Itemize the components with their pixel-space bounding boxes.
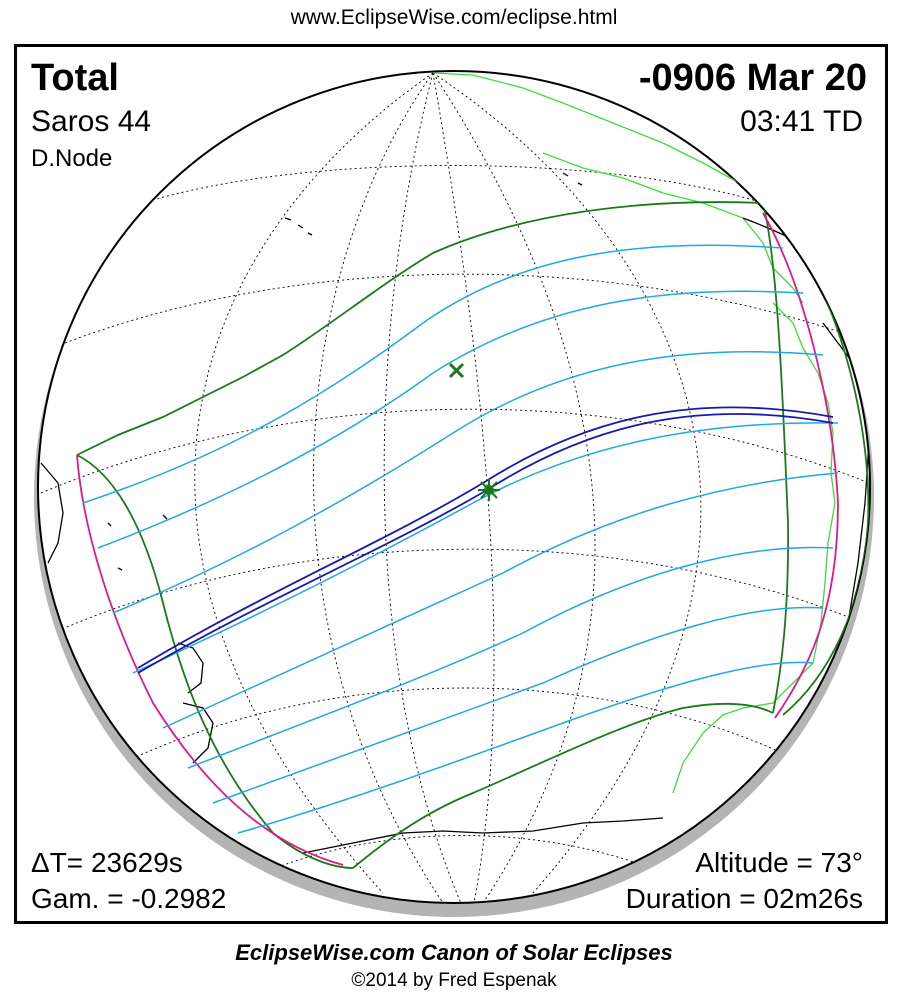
south-america-west-coast — [672, 302, 836, 794]
australia-east-edge — [40, 462, 64, 564]
gamma-value: Gam. = -0.2982 — [31, 883, 227, 914]
orthographic-globe-map — [34, 70, 874, 917]
footer-title: EclipseWise.com Canon of Solar Eclipses — [235, 940, 673, 965]
star-asterisk-icon — [478, 479, 500, 501]
baja-coast — [542, 152, 804, 304]
penumbra-east-edge — [762, 202, 790, 714]
pacific-islands — [107, 172, 583, 571]
delta-t-value: ΔT= 23629s — [31, 847, 183, 878]
cross-x-icon — [448, 362, 465, 379]
footer-copyright: ©2014 by Fred Espenak — [351, 970, 557, 991]
map-frame: Total -0906 Mar 20 Saros 44 03:41 TD D.N… — [14, 44, 888, 924]
penumbra-north-limit — [76, 201, 764, 456]
duration-value: Duration = 02m26s — [625, 883, 863, 914]
altitude-value: Altitude = 73° — [695, 847, 863, 878]
eclipse-type: Total — [31, 57, 119, 99]
magnitude-curves — [82, 244, 839, 834]
node-label: D.Node — [31, 145, 113, 172]
globe-disk — [37, 70, 871, 904]
new-zealand-north — [177, 642, 204, 694]
eclipse-time: 03:41 TD — [740, 105, 863, 138]
penumbra-west-loop — [76, 454, 354, 869]
sunset-curve — [762, 212, 839, 719]
source-url: www.EclipseWise.com/eclipse.html — [290, 6, 618, 29]
penumbra-south-limit — [352, 702, 774, 869]
sunrise-curve — [76, 454, 344, 866]
antarctica-coast — [302, 817, 664, 854]
saros-number: Saros 44 — [31, 105, 152, 138]
eclipse-date: -0906 Mar 20 — [638, 57, 867, 99]
graticule-parallels — [40, 165, 870, 874]
